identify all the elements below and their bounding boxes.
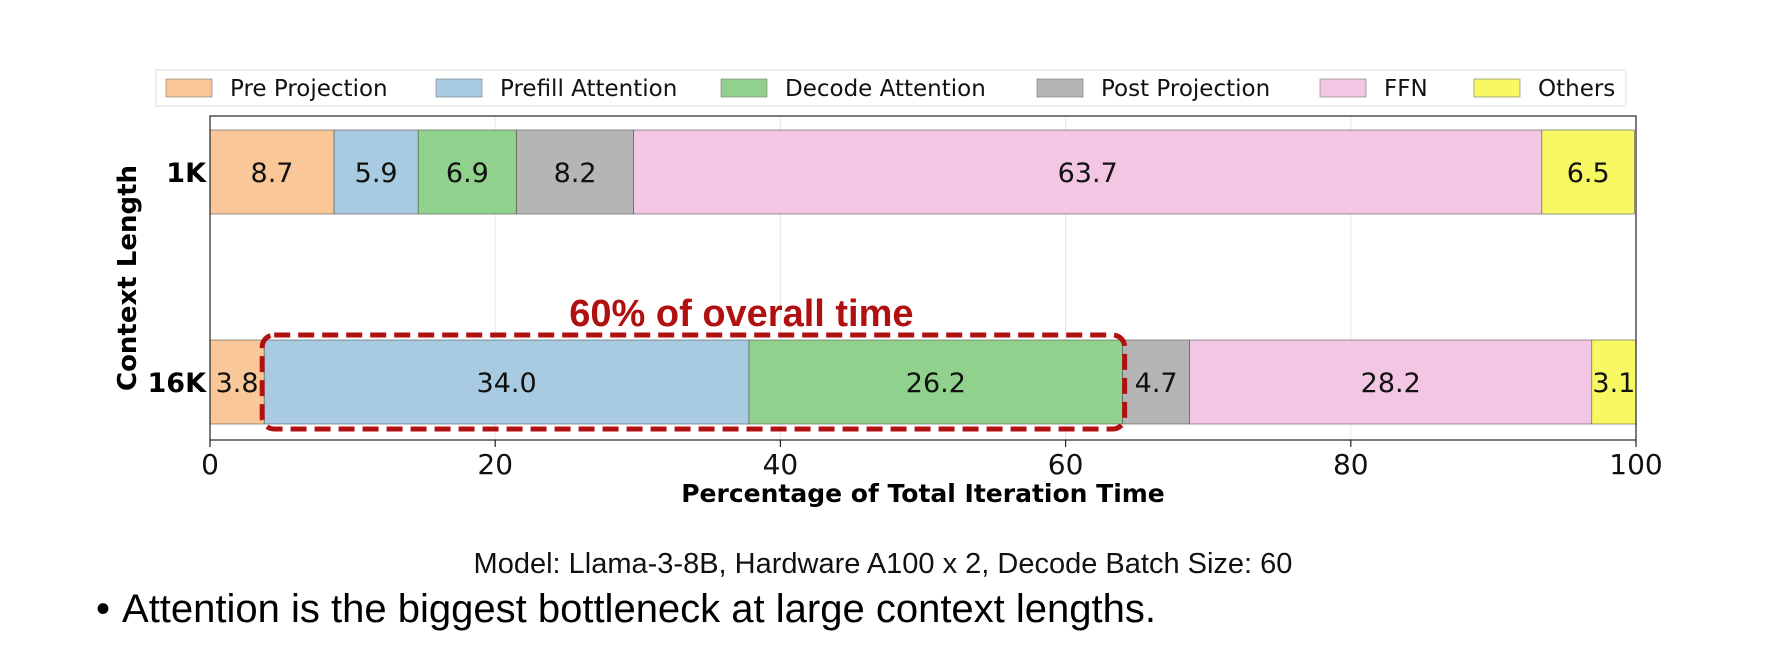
data-label: 26.2	[906, 368, 966, 399]
x-axis-label: Percentage of Total Iteration Time	[681, 479, 1165, 508]
legend-label: Pre Projection	[230, 76, 388, 102]
annotation-box	[259, 332, 1128, 432]
bullet-text: Attention is the biggest bottleneck at l…	[122, 587, 1156, 631]
legend-swatch-pre-projection	[165, 78, 213, 98]
bar-decode-attention-1k	[417, 129, 517, 215]
x-tick-label: 80	[1333, 448, 1369, 481]
legend-label: Decode Attention	[785, 76, 986, 102]
x-tick-label: 0	[201, 448, 219, 481]
data-label: 6.5	[1567, 158, 1610, 189]
x-tick-label: 100	[1609, 448, 1662, 481]
data-label: 5.9	[355, 158, 398, 189]
legend-box	[155, 69, 1627, 107]
bar-post-projection-1k	[516, 129, 634, 215]
data-label: 6.9	[446, 158, 489, 189]
stacked-bar-chart: Pre Projection Prefill Attention Decode At…	[113, 69, 1663, 508]
bar-pre-projection-16k	[209, 339, 265, 425]
bullet-point: • Attention is the biggest bottleneck at …	[96, 587, 1156, 632]
legend-swatch-prefill-attention	[435, 78, 483, 98]
data-label: 4.7	[1135, 368, 1178, 399]
legend-swatch-ffn	[1319, 78, 1367, 98]
data-label: 8.2	[554, 158, 597, 189]
bar-prefill-attention-16k	[263, 339, 750, 425]
legend-label: FFN	[1384, 76, 1428, 102]
annotation-label: 60% of overall time	[569, 293, 913, 335]
data-label: 28.2	[1361, 368, 1421, 399]
y-tick-label: 16K	[148, 368, 208, 399]
x-tick-label: 20	[477, 448, 513, 481]
data-label: 34.0	[477, 368, 537, 399]
chart-annotation: 60% of overall time	[259, 293, 1128, 432]
data-label: 3.8	[216, 368, 259, 399]
legend-swatch-post-projection	[1036, 78, 1084, 98]
chart-axes: 1K 16K 0 20 40 60 80 100 Percentage of Total Ite…	[113, 115, 1663, 508]
x-tick-label: 60	[1048, 448, 1084, 481]
chart-legend: Pre Projection Prefill Attention Decode At…	[155, 69, 1627, 107]
bar-post-projection-16k	[1122, 339, 1190, 425]
x-tick-label: 40	[763, 448, 799, 481]
legend-swatch-others	[1473, 78, 1521, 98]
legend-label: Prefill Attention	[500, 76, 677, 102]
legend-label: Post Projection	[1101, 76, 1270, 102]
y-axis-label: Context Length	[113, 165, 143, 391]
legend-swatch-decode-attention	[720, 78, 768, 98]
bar-others-16k	[1591, 339, 1637, 425]
bar-decode-attention-16k	[748, 339, 1123, 425]
bar-ffn-16k	[1189, 339, 1593, 425]
bar-others-1k	[1541, 129, 1635, 215]
bar-ffn-1k	[633, 129, 1543, 215]
bullet-symbol: •	[96, 587, 111, 631]
figure-caption: Model: Llama-3-8B, Hardware A100 x 2, De…	[473, 548, 1293, 580]
data-label: 8.7	[251, 158, 294, 189]
bar-prefill-attention-1k	[333, 129, 419, 215]
y-tick-label: 1K	[166, 158, 207, 189]
legend-label: Others	[1538, 76, 1615, 102]
data-label: 63.7	[1058, 158, 1118, 189]
plot-frame	[209, 115, 1637, 441]
chart-bars: 8.7 5.9 6.9 8.2 63.7 6.5 3.8 34.0 26.2 4.7 28.2 3.1	[209, 129, 1637, 425]
data-label: 3.1	[1592, 368, 1635, 399]
